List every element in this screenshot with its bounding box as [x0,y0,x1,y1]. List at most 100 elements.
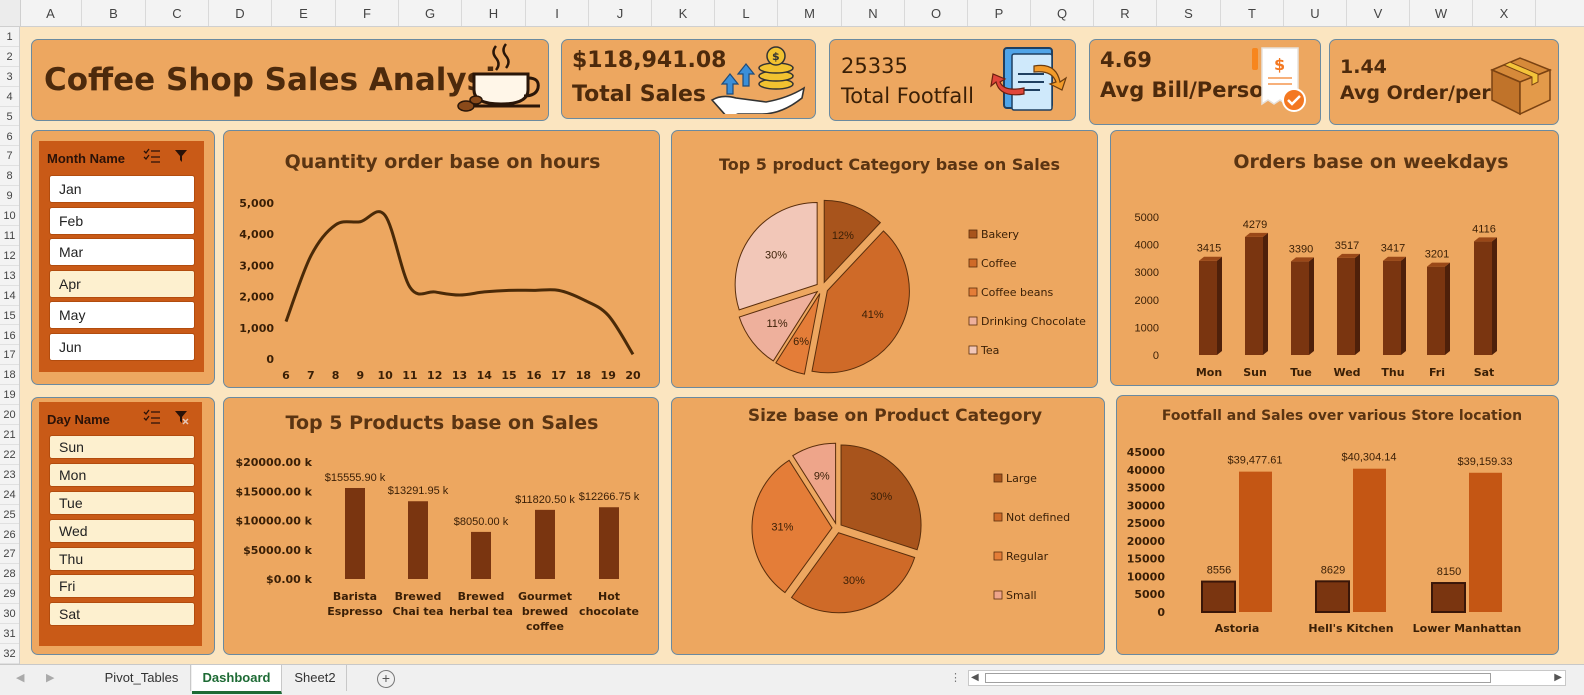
slicer-item-jun[interactable]: Jun [49,333,195,361]
row-header-14: 14 [0,286,19,306]
hours-y-tick: 4,000 [239,228,274,241]
category-slice-tea[interactable] [734,201,818,311]
row-header-10: 10 [0,206,19,226]
weekdays-bar[interactable] [1337,257,1355,355]
weekdays-y-tick: 1000 [1135,322,1159,334]
hours-x-tick: 12 [427,369,442,382]
weekdays-bar[interactable] [1199,260,1217,355]
multi-select-icon[interactable] [143,148,161,164]
chart-hours-panel[interactable]: Quantity order base on hours 5,000 4,000 3… [223,130,660,388]
sheet-tab-bar: ◀ ▶ Pivot_Tables Dashboard Sheet2 + ⋮ ◀ … [0,664,1584,695]
weekdays-bar-top [1291,257,1314,262]
store-footfall-bar[interactable] [1201,580,1236,613]
weekdays-bar[interactable] [1245,236,1263,355]
row-header-7: 7 [0,146,19,167]
scroll-right-arrow[interactable]: ▶ [1554,672,1562,683]
sheet-scroll-splitter[interactable]: ⋮ [950,672,961,684]
slicer-item-may[interactable]: May [49,301,195,329]
slicer-item-apr[interactable]: Apr [49,270,195,298]
slicer-item-tue[interactable]: Tue [49,491,195,515]
slicer-item-fri[interactable]: Fri [49,574,195,598]
products-bar[interactable] [471,531,491,579]
select-all-corner[interactable] [0,0,21,26]
horizontal-scrollbar[interactable]: ◀ ▶ [968,670,1566,686]
store-sales-bar[interactable] [1239,471,1272,612]
slicer-item-mon[interactable]: Mon [49,463,195,487]
svg-text:$: $ [772,50,780,63]
multi-select-icon[interactable] [143,409,161,425]
slicer-item-mar[interactable]: Mar [49,238,195,266]
store-sales-bar[interactable] [1353,468,1386,612]
category-slice-drinking-chocolate[interactable] [738,290,819,362]
size-slice-small[interactable] [792,442,837,525]
size-slice-not-defined[interactable] [790,532,916,614]
store-y-tick: 35000 [1127,482,1166,495]
size-slice-regular[interactable] [751,459,833,594]
slicer-item-wed[interactable]: Wed [49,519,195,543]
chart-products-panel[interactable]: Top 5 Products base on Sales $20000.00 k… [223,397,659,655]
hours-x-tick: 16 [526,369,542,382]
clear-filter-icon[interactable] [173,148,189,164]
products-bar[interactable] [345,487,365,579]
tab-sheet2[interactable]: Sheet2 [284,665,347,691]
hours-x-tick: 18 [576,369,591,382]
clear-filter-icon[interactable] [173,409,189,425]
store-y-tick: 45000 [1127,446,1166,459]
store-sales-label: $40,304.14 [1341,452,1396,464]
chart-size-panel[interactable]: Size base on Product Category 30% 30% 31% 9… [671,397,1105,655]
scroll-next-sheet-icon[interactable]: ▶ [46,672,55,684]
tab-dashboard[interactable]: Dashboard [192,665,282,694]
store-sales-bar[interactable] [1469,472,1502,612]
tab-pivot-tables[interactable]: Pivot_Tables [93,665,191,691]
add-sheet-icon[interactable]: + [377,670,395,688]
row-header-9: 9 [0,186,19,207]
weekdays-bar[interactable] [1383,260,1401,355]
store-footfall-label: 8556 [1207,565,1231,577]
products-bar[interactable] [408,501,428,579]
store-y-tick: 20000 [1127,535,1166,548]
slicer-item-jan[interactable]: Jan [49,175,195,203]
products-bar[interactable] [599,507,619,579]
kpi-avg-bill: 4.69 Avg Bill/Person $ [1089,39,1321,125]
weekdays-bar[interactable] [1474,241,1492,355]
chart-products-plot: $20000.00 k $15000.00 k $10000.00 k $5000.0… [235,456,639,633]
category-slice-label: 30% [765,250,787,262]
products-x-tick: Hot [598,590,620,603]
scroll-left-arrow[interactable]: ◀ [971,672,979,683]
weekdays-y-tick: 2000 [1135,295,1159,307]
category-slice-coffee[interactable] [811,230,910,374]
weekdays-x-tick: Fri [1429,366,1445,379]
weekdays-bar-top [1245,232,1268,237]
hours-x-tick: 14 [477,369,493,382]
size-slice-label: 9% [814,471,830,483]
products-data-label: $15555.90 k [325,472,386,484]
scrollbar-thumb[interactable] [985,673,1491,683]
chart-products-title: Top 5 Products base on Sales [285,412,599,434]
total-sales-value: $118,941.08 [572,48,727,73]
slicer-item-sun[interactable]: Sun [49,435,195,459]
weekdays-bar[interactable] [1291,261,1309,355]
column-header-x: X [1473,0,1536,26]
chart-store-panel[interactable]: Footfall and Sales over various Store lo… [1116,395,1559,655]
slicer-item-sat[interactable]: Sat [49,602,195,626]
products-bar[interactable] [535,509,555,579]
weekdays-bar[interactable] [1427,266,1445,355]
row-header-17: 17 [0,345,19,366]
category-slice-coffee-beans[interactable] [775,293,821,375]
category-slice-bakery[interactable] [823,199,882,284]
scroll-first-sheet-icon[interactable]: ◀ [16,672,25,684]
column-header-d: D [209,0,272,26]
chart-category-panel[interactable]: Top 5 product Category base on Sales 12%… [671,130,1098,388]
store-footfall-bar[interactable] [1315,580,1350,613]
store-sales-label: $39,159.33 [1457,456,1512,468]
avg-order-value: 1.44 [1340,56,1387,78]
slicer-item-feb[interactable]: Feb [49,207,195,235]
chart-weekdays-panel[interactable]: Orders base on weekdays 5000 4000 3000 2000… [1110,130,1559,386]
weekdays-data-label: 4279 [1243,219,1267,231]
slicer-item-thu[interactable]: Thu [49,547,195,571]
category-legend-label: Drinking Chocolate [981,315,1086,328]
size-slice-large[interactable] [840,444,922,551]
store-footfall-bar[interactable] [1431,582,1466,613]
store-sales-label: $39,477.61 [1227,455,1282,467]
store-footfall-label: 8150 [1437,566,1461,578]
